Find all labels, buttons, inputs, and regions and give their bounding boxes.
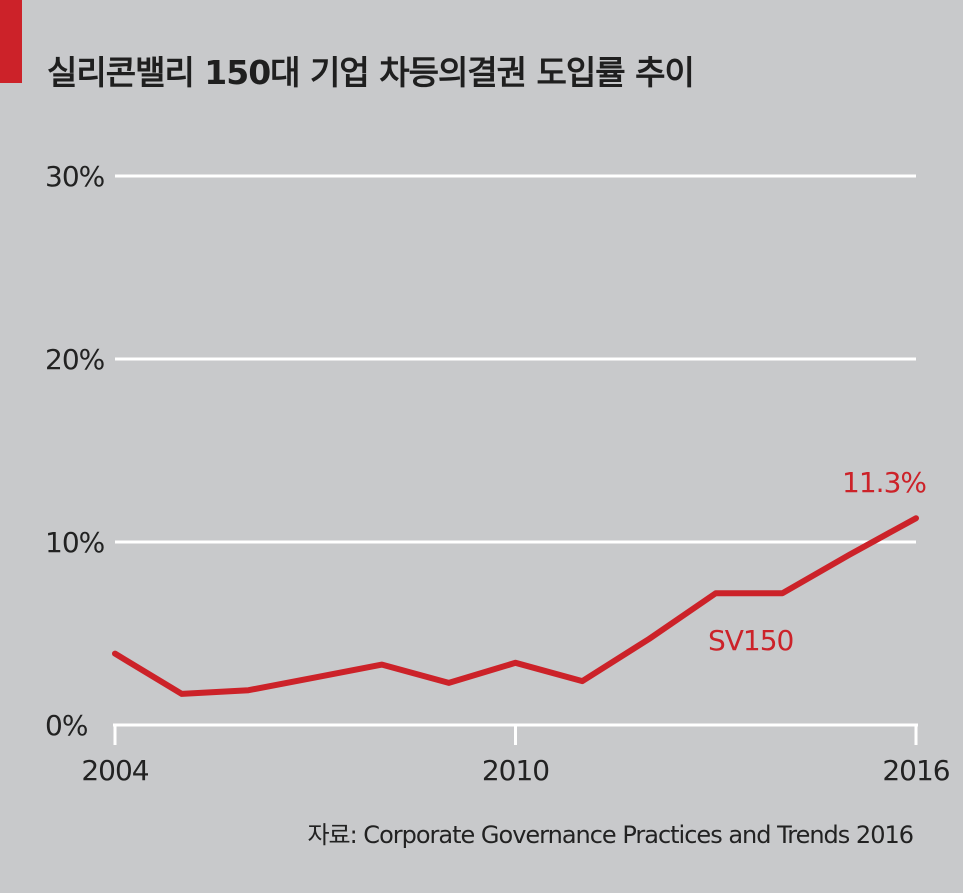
end-value-label: 11.3% bbox=[842, 466, 926, 499]
source-note: 자료: Corporate Governance Practices and T… bbox=[307, 821, 914, 849]
y-tick-label: 10% bbox=[45, 526, 105, 559]
gridlines bbox=[115, 174, 916, 544]
y-axis: 0% 10% 20% 30% bbox=[45, 160, 106, 742]
series-label-sv150: SV150 bbox=[708, 624, 793, 657]
series-line-sv150 bbox=[112, 515, 919, 697]
y-tick-label: 20% bbox=[45, 343, 105, 376]
x-tick-label: 2016 bbox=[882, 754, 949, 787]
series-labels: SV150 11.3% bbox=[708, 466, 927, 657]
accent-bar bbox=[0, 0, 22, 83]
x-tick-label: 2010 bbox=[482, 754, 549, 787]
y-tick-label: 30% bbox=[45, 160, 105, 193]
x-axis: 2004 2010 2016 bbox=[81, 723, 951, 787]
series-lines bbox=[112, 515, 919, 697]
chart-title: 실리콘밸리 150대 기업 차등의결권 도입률 추이 bbox=[47, 53, 695, 92]
x-tick-label: 2004 bbox=[81, 754, 148, 787]
y-tick-label: 0% bbox=[45, 709, 88, 742]
